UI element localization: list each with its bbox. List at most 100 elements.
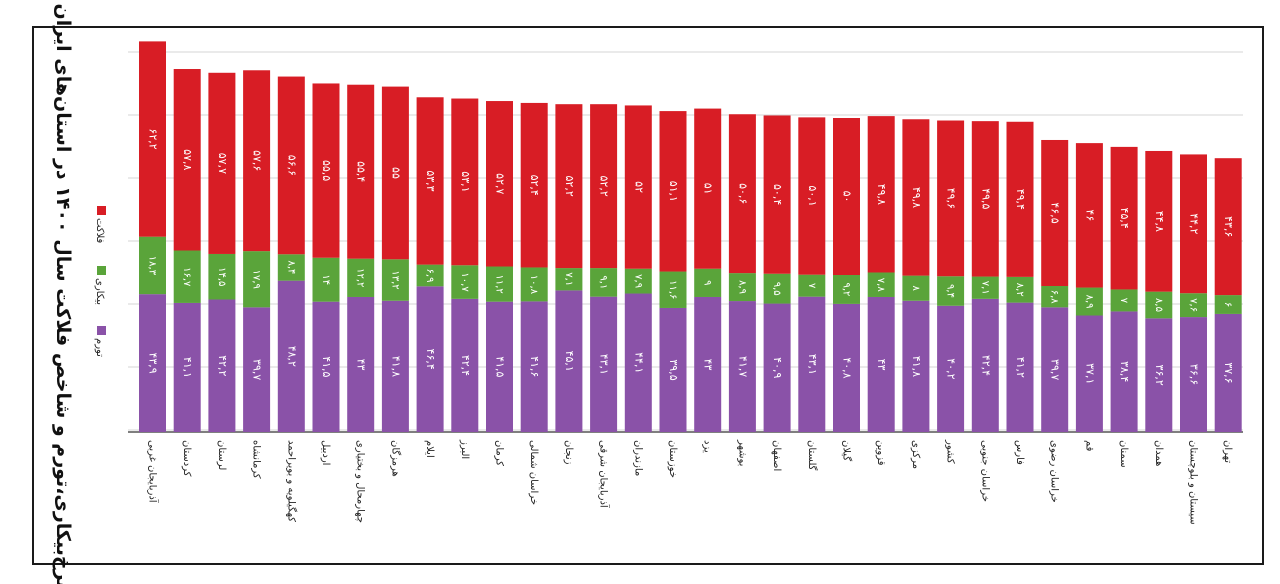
- data-label-unemployment: ۸,۵: [1153, 298, 1164, 312]
- data-label-inflation: ۳۹,۷: [251, 359, 264, 380]
- data-label-unemployment: ۹: [702, 280, 713, 285]
- category-label: زنجان: [563, 440, 574, 465]
- data-label-inflation: ۳۷,۶: [1222, 362, 1235, 383]
- bar-inflation: [486, 301, 513, 432]
- bar-inflation: [208, 299, 236, 432]
- data-label-unemployment: ۷: [806, 283, 817, 289]
- bar-misery: [139, 41, 166, 237]
- data-label-unemployment: ۹,۱: [598, 275, 609, 289]
- bar-unemployment: [1110, 289, 1138, 312]
- data-label-misery: ۵۰,۱: [806, 185, 819, 206]
- data-label-misery: ۴۹,۸: [875, 184, 888, 205]
- data-label-inflation: ۴۱,۲: [1014, 357, 1027, 378]
- bar-inflation: [694, 296, 722, 432]
- data-label-misery: ۵۰,۶: [736, 183, 749, 204]
- bar-unemployment: [416, 264, 444, 287]
- category-label: خراسان رضوی: [1049, 440, 1060, 503]
- data-label-unemployment: ۱۰,۷: [459, 272, 470, 292]
- legend: فلاکت بیکاری تورم: [94, 206, 106, 357]
- data-label-misery: ۵۵,۴: [355, 161, 368, 182]
- bar-unemployment: [624, 268, 652, 294]
- category-label: البرز: [459, 439, 470, 459]
- bar-inflation: [555, 290, 583, 432]
- data-label-unemployment: ۱۱,۲: [494, 274, 505, 293]
- data-label-inflation: ۴۳,۱: [598, 354, 611, 375]
- bar-misery: [1214, 158, 1242, 296]
- data-label-unemployment: ۶,۸: [1049, 290, 1060, 305]
- data-label-misery: ۴۵,۴: [1118, 208, 1131, 229]
- data-label-misery: ۴۶: [1083, 209, 1096, 221]
- category-label: همدان: [1153, 440, 1164, 466]
- category-label: قم: [1083, 440, 1094, 452]
- category-label: خراسان شمالی: [528, 440, 539, 505]
- category-labels: آذربایجان غربی کردستان لرستان کرمانشاه کهگیل…: [147, 439, 1234, 525]
- bar-misery: [902, 119, 930, 276]
- bar-inflation: [312, 301, 340, 432]
- data-label-inflation: ۳۶,۲: [1153, 365, 1166, 386]
- bar-inflation: [173, 302, 201, 432]
- bar-misery: [971, 121, 999, 277]
- data-label-unemployment: ۱۸,۳: [147, 256, 158, 276]
- data-label-misery: ۵۵: [389, 167, 402, 179]
- bar-unemployment: [277, 254, 305, 281]
- category-label: خوزستان: [667, 440, 678, 478]
- data-label-inflation: ۳۷,۱: [1083, 363, 1096, 384]
- bar-inflation: [798, 296, 826, 432]
- bar-unemployment: [902, 275, 930, 301]
- bar-misery: [208, 72, 236, 254]
- bar-misery: [1145, 150, 1173, 292]
- bar-misery: [1041, 139, 1069, 286]
- data-label-unemployment: ۶: [1222, 302, 1233, 307]
- bar-inflation: [763, 303, 791, 432]
- bar-inflation: [1041, 307, 1069, 432]
- category-label: کرمانشاه: [251, 440, 262, 479]
- bar-misery: [520, 102, 548, 268]
- category-label: بوشهر: [736, 439, 747, 466]
- data-label-unemployment: ۷,۱: [979, 281, 990, 295]
- data-label-inflation: ۴۲,۴: [979, 355, 992, 376]
- data-label-inflation: ۴۱,۵: [494, 356, 507, 377]
- data-label-misery: ۴۹,۸: [910, 187, 923, 208]
- data-label-misery: ۵۲,۲: [598, 176, 611, 197]
- bar-misery: [833, 118, 860, 275]
- data-label-unemployment: ۸,۲: [1014, 283, 1025, 297]
- bar-misery: [312, 83, 340, 258]
- bar-unemployment: [243, 251, 271, 308]
- bar-misery: [555, 104, 583, 269]
- bar-misery: [728, 114, 756, 274]
- bar-unemployment: [798, 274, 826, 297]
- data-label-misery: ۵۵,۵: [320, 160, 333, 181]
- bar-misery: [1180, 154, 1207, 294]
- legend-label-unemployment: بیکاری: [94, 278, 105, 305]
- bar-unemployment: [451, 265, 479, 299]
- data-label-unemployment: ۷,۶: [1188, 298, 1199, 312]
- category-label: مازندران: [632, 440, 643, 476]
- data-label-misery: ۵۱: [702, 183, 715, 195]
- data-label-unemployment: ۷,۱: [563, 272, 574, 286]
- bar-inflation: [902, 300, 930, 432]
- data-label-misery: ۴۳,۶: [1222, 216, 1235, 237]
- category-label: اردبیل: [320, 440, 331, 465]
- data-label-unemployment: ۹,۲: [841, 282, 852, 296]
- bar-unemployment: [937, 276, 965, 306]
- category-label: گیلان: [841, 440, 853, 461]
- data-label-inflation: ۴۲,۴: [459, 355, 472, 376]
- bar-unemployment: [867, 272, 895, 297]
- chart-title: نرخ‌بیکاری،تورم و شاخص فلاکت سال ۱۴۰۰ در…: [52, 3, 74, 584]
- category-label: فارس: [1014, 440, 1025, 465]
- bar-misery: [624, 105, 652, 269]
- data-label-misery: ۵۷,۶: [251, 150, 264, 171]
- data-label-unemployment: ۸,۹: [1083, 295, 1094, 309]
- category-label: گلستان: [806, 440, 818, 471]
- bar-unemployment: [139, 236, 166, 295]
- data-label-inflation: ۴۳: [355, 359, 368, 371]
- data-label-unemployment: ۸,۴: [285, 261, 296, 275]
- bar-inflation: [520, 301, 548, 432]
- bar-inflation: [1145, 318, 1173, 432]
- bar-inflation: [937, 305, 965, 432]
- bar-unemployment: [659, 271, 687, 308]
- category-label: کهگیلویه و بویراحمد: [285, 440, 297, 522]
- bar-unemployment: [590, 268, 618, 297]
- data-label-inflation: ۴۱,۷: [736, 356, 749, 377]
